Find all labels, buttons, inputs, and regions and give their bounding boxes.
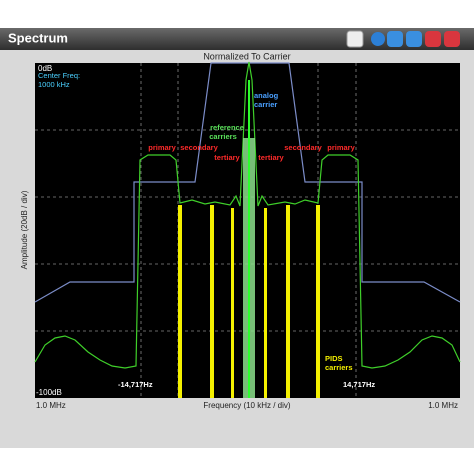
annotation: tertiary	[214, 153, 240, 162]
spectrum-trace	[34, 61, 461, 369]
annotation: carriers	[209, 132, 237, 141]
icon-button[interactable]	[406, 31, 422, 47]
annotation: carriers	[325, 363, 353, 372]
annotation: secondary	[284, 143, 322, 152]
annotation: primary	[327, 143, 355, 152]
y-bottom-label: -100dB	[36, 388, 62, 397]
annotation: secondary	[180, 143, 218, 152]
icon-button[interactable]	[371, 32, 385, 46]
annotation: tertiary	[258, 153, 284, 162]
annotation: 1000 kHz	[38, 80, 70, 89]
plot-title: Normalized To Carrier	[203, 51, 290, 61]
x-left-label: 1.0 MHz	[36, 401, 66, 410]
annotation: 14,717Hz	[343, 380, 375, 389]
annotations: Center Freq: 1000 kHz analog carrier ref…	[38, 71, 375, 389]
x-axis-label: Frequency (10 kHz / div)	[203, 401, 290, 410]
annotation: Center Freq:	[38, 71, 80, 80]
annotation: reference	[210, 123, 244, 132]
icon-button[interactable]	[444, 31, 460, 47]
toolbar	[346, 30, 460, 48]
y-top-label: 0dB	[38, 64, 52, 73]
window-title: Spectrum	[8, 30, 68, 45]
y-axis-label: Amplitude (20dB / div)	[20, 190, 29, 269]
annotation: PIDS	[325, 354, 343, 363]
annotation: -14,717Hz	[118, 380, 153, 389]
mask-line	[34, 62, 461, 303]
annotation: primary	[148, 143, 176, 152]
icon-button[interactable]	[387, 31, 403, 47]
annotation: carrier	[254, 100, 277, 109]
annotation: analog	[254, 91, 279, 100]
icon-button[interactable]	[425, 31, 441, 47]
icon-button[interactable]	[346, 30, 364, 48]
pids-carriers	[178, 205, 320, 398]
x-right-label: 1.0 MHz	[428, 401, 458, 410]
